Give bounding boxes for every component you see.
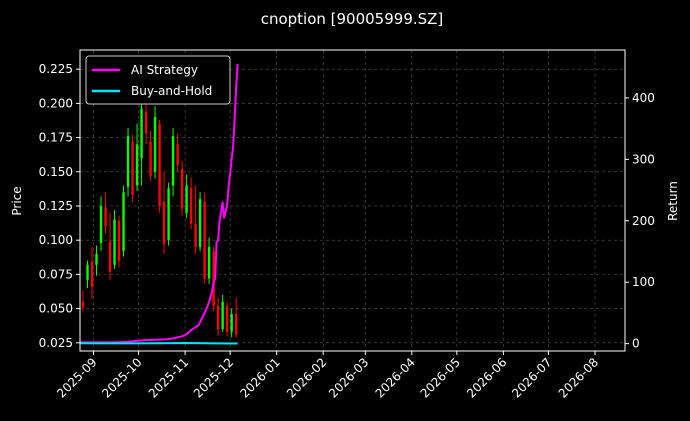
right-tick-label: 300 — [632, 152, 655, 166]
candle-body — [158, 123, 161, 206]
candle-body — [185, 185, 188, 213]
left-tick-label: 0.175 — [39, 131, 73, 145]
left-tick-label: 0.100 — [39, 233, 73, 247]
left-tick-label: 0.200 — [39, 96, 73, 110]
right-y-axis: 0 100 200 300 400 — [625, 91, 655, 351]
candle-body — [180, 169, 184, 209]
candle-body — [108, 241, 112, 272]
candle-body — [189, 188, 193, 224]
candle-body — [113, 219, 116, 265]
candle-body — [194, 223, 197, 248]
series-lines — [79, 64, 239, 345]
plot-frame — [79, 49, 626, 352]
candle-body — [167, 188, 170, 241]
candle-body — [81, 301, 85, 308]
candle-body — [95, 253, 98, 265]
candle-body — [203, 201, 206, 279]
candle-body — [162, 201, 166, 245]
candle-body — [198, 199, 202, 248]
candlesticks — [81, 86, 238, 338]
candle-body — [216, 305, 220, 330]
right-tick-label: 100 — [632, 275, 655, 289]
candle-body — [131, 141, 134, 196]
right-axis-label: Return — [666, 181, 680, 221]
candle-body — [149, 141, 152, 176]
series-line-buy-and-hold — [79, 342, 238, 345]
candle-body — [176, 144, 179, 165]
series-line-ai-strategy — [80, 64, 239, 344]
legend-label-ai-strategy: AI Strategy — [131, 63, 198, 77]
left-tick-label: 0.125 — [39, 199, 73, 213]
candle-body — [207, 247, 211, 279]
legend-box — [85, 55, 231, 105]
left-tick-label: 0.050 — [39, 302, 73, 316]
left-tick-label: 0.075 — [39, 267, 73, 281]
candle-body — [171, 136, 175, 186]
candle-body — [122, 192, 125, 252]
candle-body — [221, 301, 224, 330]
candle-body — [144, 111, 148, 134]
right-tick-label: 0 — [632, 337, 640, 351]
candle-body — [90, 262, 94, 287]
candle-body — [126, 136, 130, 187]
candle-body — [153, 117, 157, 172]
left-tick-label: 0.150 — [39, 165, 73, 179]
chart-title: cnoption [90005999.SZ] — [261, 10, 444, 28]
candle-body — [230, 314, 233, 332]
candle-body — [99, 205, 103, 243]
candle-body — [117, 221, 121, 261]
right-tick-label: 400 — [632, 91, 655, 105]
left-tick-label: 0.025 — [39, 336, 73, 350]
legend-label-buy-and-hold: Buy-and-Hold — [131, 84, 212, 98]
candle-body — [225, 305, 229, 332]
candle-body — [135, 144, 139, 186]
candle-body — [86, 264, 89, 280]
right-tick-label: 200 — [632, 214, 655, 228]
legend: AI Strategy Buy-and-Hold — [85, 55, 231, 105]
candle-body — [104, 207, 107, 227]
candle-body — [212, 251, 215, 306]
candle-body — [234, 314, 238, 335]
left-tick-label: 0.225 — [39, 62, 73, 76]
left-y-axis: 0.025 0.050 0.075 0.100 0.125 0.150 0.175 0.200… — [39, 62, 80, 350]
left-axis-label: Price — [10, 186, 24, 215]
candle-body — [140, 108, 143, 159]
